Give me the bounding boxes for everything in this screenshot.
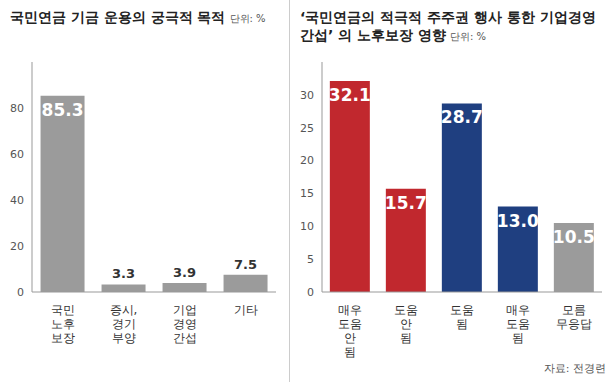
html-text:‘국민연금의 적극적 주주권 행사 통한 기업경영 간섭’: ‘국민연금의 적극적 주주권 행사 통한 기업경영 간섭’ 의 노후보장 영향 … xyxy=(300,9,596,43)
svg-text:0: 0 xyxy=(17,286,24,299)
svg-text:40: 40 xyxy=(10,194,24,207)
svg-text:15: 15 xyxy=(300,187,314,200)
html-text:자료: 전경련: 자료: 전경련 xyxy=(543,362,606,375)
svg-text:기타: 기타 xyxy=(234,303,258,317)
svg-text:국민노후보장: 국민노후보장 xyxy=(51,303,75,345)
svg-text:증시,경기부양: 증시,경기부양 xyxy=(110,303,138,345)
html-text:국민연금 기금 운용의 궁극적 목적 단위: %: 국민연금 기금 운용의 궁극적 목적 단위: % xyxy=(10,9,266,25)
svg-text:10: 10 xyxy=(300,220,314,233)
svg-text:도움안됨: 도움안됨 xyxy=(394,303,418,345)
svg-text:13.0: 13.0 xyxy=(497,211,539,231)
svg-text:60: 60 xyxy=(10,148,24,161)
svg-text:0: 0 xyxy=(307,286,314,299)
svg-text:매우도움안됨: 매우도움안됨 xyxy=(338,303,362,358)
svg-text:기업경영간섭: 기업경영간섭 xyxy=(173,303,197,345)
svg-text:도움됨: 도움됨 xyxy=(450,303,474,331)
svg-text:85.3: 85.3 xyxy=(42,100,84,120)
svg-text:매우도움됨: 매우도움됨 xyxy=(506,303,530,345)
svg-text:25: 25 xyxy=(300,122,314,135)
svg-text:모름무응답: 모름무응답 xyxy=(556,303,592,331)
svg-text:30: 30 xyxy=(300,89,314,102)
svg-text:7.5: 7.5 xyxy=(234,257,257,272)
svg-text:20: 20 xyxy=(300,154,314,167)
svg-text:15.7: 15.7 xyxy=(385,193,427,213)
svg-text:3.9: 3.9 xyxy=(173,265,196,280)
svg-text:28.7: 28.7 xyxy=(441,107,483,127)
svg-text:20: 20 xyxy=(10,240,24,253)
svg-text:3.3: 3.3 xyxy=(112,266,135,281)
svg-text:32.1: 32.1 xyxy=(329,85,371,105)
svg-text:80: 80 xyxy=(10,102,24,115)
svg-text:10.5: 10.5 xyxy=(553,227,595,247)
svg-text:5: 5 xyxy=(307,253,314,266)
